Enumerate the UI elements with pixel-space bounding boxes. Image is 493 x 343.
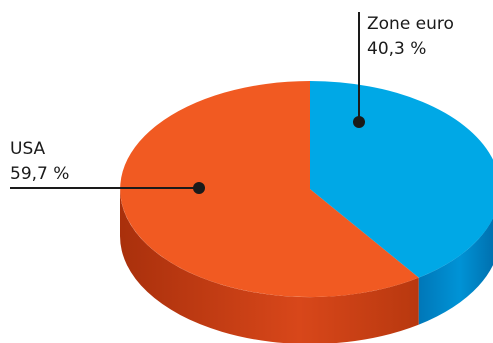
leader-dot-zone-euro [353, 116, 365, 128]
pie-slice-usa-side [120, 189, 419, 343]
pie-slice-usa [120, 81, 419, 297]
label-usa-value: 59,7 % [10, 164, 69, 184]
leader-dot-usa [193, 182, 205, 194]
label-usa-name: USA [10, 139, 46, 159]
pie-slice-zone-euro-side [418, 217, 493, 325]
label-zone-euro-name: Zone euro [367, 14, 454, 34]
label-zone-euro-value: 40,3 % [367, 39, 426, 59]
pie-slice-zone-euro [310, 81, 493, 278]
